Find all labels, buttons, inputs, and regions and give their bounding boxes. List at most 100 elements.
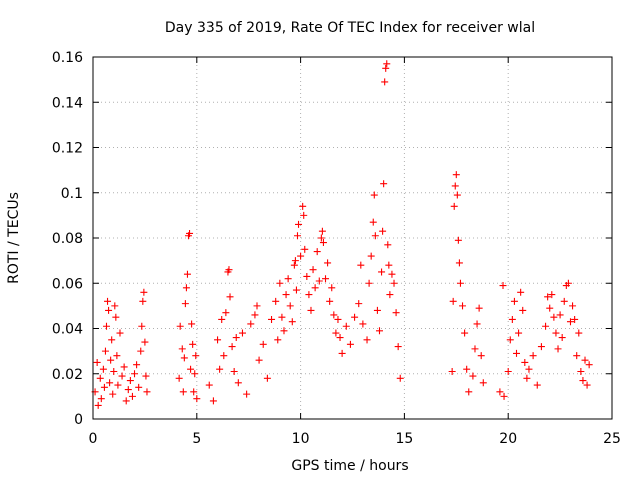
- data-point: [548, 291, 556, 299]
- data-point: [510, 297, 518, 305]
- data-point: [288, 318, 296, 326]
- data-point: [517, 288, 525, 296]
- data-point: [141, 338, 149, 346]
- data-point: [319, 239, 327, 247]
- data-point: [278, 313, 286, 321]
- data-point: [575, 329, 583, 337]
- data-point: [97, 395, 105, 403]
- data-point: [218, 315, 226, 323]
- data-point: [456, 279, 464, 287]
- data-point: [318, 227, 326, 235]
- data-point: [293, 232, 301, 240]
- data-point: [300, 211, 308, 219]
- data-point: [122, 397, 130, 405]
- data-point: [124, 386, 132, 394]
- data-point: [332, 329, 340, 337]
- data-point: [385, 261, 393, 269]
- data-point: [131, 370, 139, 378]
- data-point: [454, 236, 462, 244]
- data-point: [581, 356, 589, 364]
- data-point: [342, 322, 350, 330]
- data-point: [508, 315, 516, 323]
- data-point: [388, 270, 396, 278]
- y-tick-label: 0.02: [52, 367, 83, 383]
- data-point: [537, 343, 545, 351]
- x-tick-label: 15: [395, 431, 413, 447]
- data-point: [378, 268, 386, 276]
- data-point: [463, 365, 471, 373]
- data-point: [175, 374, 183, 382]
- y-tick-label: 0.14: [52, 95, 83, 111]
- data-point: [394, 343, 402, 351]
- data-point: [274, 336, 282, 344]
- data-point: [573, 352, 581, 360]
- data-point: [192, 352, 200, 360]
- data-point: [585, 361, 593, 369]
- data-point: [469, 372, 477, 380]
- data-point: [116, 329, 124, 337]
- data-point: [500, 392, 508, 400]
- data-point: [104, 297, 112, 305]
- data-point: [519, 306, 527, 314]
- grid-lines: [93, 57, 612, 419]
- data-point: [529, 352, 537, 360]
- data-point: [222, 309, 230, 317]
- data-point: [451, 182, 459, 190]
- data-point: [259, 340, 267, 348]
- data-point: [334, 315, 342, 323]
- data-point: [346, 340, 354, 348]
- y-tick-label: 0.16: [52, 50, 83, 66]
- data-point: [571, 315, 579, 323]
- data-point: [533, 381, 541, 389]
- data-point: [299, 202, 307, 210]
- data-point: [450, 202, 458, 210]
- data-point: [205, 381, 213, 389]
- data-point: [448, 367, 456, 375]
- data-point: [295, 220, 303, 228]
- data-point: [369, 218, 377, 226]
- data-point: [179, 388, 187, 396]
- data-point: [564, 279, 572, 287]
- data-point: [137, 347, 145, 355]
- axis-ticks: 0 0.02 0.04 0.06 0.08 0.1 0.12 0.14 0.16 0 5 10 15 20…: [52, 50, 621, 447]
- data-point: [311, 284, 319, 292]
- x-tick-label: 25: [603, 431, 621, 447]
- x-tick-label: 10: [292, 431, 310, 447]
- data-point: [135, 383, 143, 391]
- data-point: [191, 370, 199, 378]
- data-point: [139, 297, 147, 305]
- data-point: [232, 334, 240, 342]
- data-point: [496, 388, 504, 396]
- data-point: [330, 311, 338, 319]
- data-point: [560, 297, 568, 305]
- data-point: [120, 363, 128, 371]
- data-point: [506, 336, 514, 344]
- data-points: [91, 60, 593, 409]
- data-point: [384, 241, 392, 249]
- x-tick-label: 0: [89, 431, 98, 447]
- data-point: [118, 372, 126, 380]
- data-point: [477, 352, 485, 360]
- data-point: [475, 304, 483, 312]
- data-point: [110, 367, 118, 375]
- data-point: [247, 320, 255, 328]
- data-point: [133, 361, 141, 369]
- y-tick-label: 0.04: [52, 322, 83, 338]
- data-point: [268, 315, 276, 323]
- data-point: [286, 302, 294, 310]
- data-point: [216, 365, 224, 373]
- data-point: [272, 297, 280, 305]
- data-point: [188, 320, 196, 328]
- data-point: [284, 275, 292, 283]
- data-point: [513, 349, 521, 357]
- data-point: [187, 365, 195, 373]
- data-point: [453, 191, 461, 199]
- data-point: [550, 313, 558, 321]
- data-point: [365, 279, 373, 287]
- data-point: [326, 297, 334, 305]
- x-tick-label: 20: [499, 431, 517, 447]
- data-point: [186, 229, 194, 237]
- y-tick-label: 0: [74, 412, 83, 428]
- data-point: [455, 259, 463, 267]
- data-point: [138, 322, 146, 330]
